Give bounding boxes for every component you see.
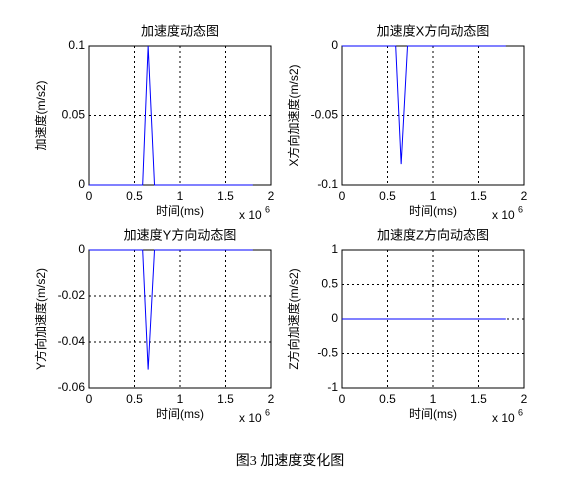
y-tick-label: 0 bbox=[78, 242, 85, 256]
y-tick-label: 0 bbox=[78, 177, 85, 191]
y-tick-label: 0.05 bbox=[62, 108, 86, 122]
x-axis-label: 时间(ms) bbox=[409, 407, 457, 421]
x-tick-label: 0 bbox=[86, 189, 93, 203]
chart-title: 加速度X方向动态图 bbox=[377, 23, 490, 38]
x-scale-exponent: 6 bbox=[518, 407, 523, 417]
y-tick-label: 0.1 bbox=[68, 38, 85, 52]
figure-caption: 图3 加速度变化图 bbox=[236, 453, 345, 469]
y-tick-label: -0.5 bbox=[317, 346, 338, 360]
x-tick-label: 0.5 bbox=[379, 392, 396, 406]
y-tick-label: -0.1 bbox=[317, 177, 338, 191]
x-tick-label: 2 bbox=[268, 189, 275, 203]
y-axis-label: X方向加速度(m/s2) bbox=[286, 64, 301, 166]
x-tick-label: 0.5 bbox=[379, 189, 396, 203]
x-tick-label: 2 bbox=[521, 189, 528, 203]
y-tick-label: -0.02 bbox=[58, 288, 86, 302]
y-tick-label: 0 bbox=[331, 311, 338, 325]
x-tick-label: 1 bbox=[430, 392, 437, 406]
y-tick-label: -1 bbox=[327, 380, 338, 394]
x-scale-base: x 10 bbox=[239, 411, 262, 425]
y-tick-label: 0.5 bbox=[321, 277, 338, 291]
x-tick-label: 1 bbox=[177, 392, 184, 406]
chart-title: 加速度Y方向动态图 bbox=[124, 227, 237, 242]
chart-title: 加速度动态图 bbox=[141, 23, 219, 38]
x-scale-base: x 10 bbox=[492, 411, 515, 425]
x-scale-base: x 10 bbox=[239, 208, 262, 222]
y-tick-label: -0.05 bbox=[311, 108, 339, 122]
data-line bbox=[89, 45, 253, 186]
x-tick-label: 1.5 bbox=[470, 392, 487, 406]
x-tick-label: 2 bbox=[521, 392, 528, 406]
x-tick-label: 0 bbox=[86, 392, 93, 406]
y-axis-label: 加速度(m/s2) bbox=[33, 80, 48, 150]
x-tick-label: 0.5 bbox=[126, 189, 143, 203]
x-tick-label: 0 bbox=[339, 189, 346, 203]
x-tick-label: 1 bbox=[177, 189, 184, 203]
y-axis-label: Z方向加速度(m/s2) bbox=[286, 268, 301, 369]
y-tick-label: 0 bbox=[331, 38, 338, 52]
data-line bbox=[89, 249, 253, 370]
y-tick-label: -0.06 bbox=[58, 380, 86, 394]
x-scale-exponent: 6 bbox=[265, 407, 270, 417]
x-tick-label: 1.5 bbox=[470, 189, 487, 203]
x-tick-label: 1 bbox=[430, 189, 437, 203]
y-tick-label: -0.04 bbox=[58, 334, 86, 348]
x-scale-exponent: 6 bbox=[518, 204, 523, 214]
x-tick-label: 1.5 bbox=[217, 189, 234, 203]
chart-title: 加速度Z方向动态图 bbox=[377, 227, 489, 242]
y-axis-label: Y方向加速度(m/s2) bbox=[33, 268, 48, 370]
x-tick-label: 0 bbox=[339, 392, 346, 406]
x-scale-exponent: 6 bbox=[265, 204, 270, 214]
x-tick-label: 2 bbox=[268, 392, 275, 406]
x-tick-label: 0.5 bbox=[126, 392, 143, 406]
x-axis-label: 时间(ms) bbox=[156, 204, 204, 218]
x-axis-label: 时间(ms) bbox=[409, 204, 457, 218]
x-axis-label: 时间(ms) bbox=[156, 407, 204, 421]
x-tick-label: 1.5 bbox=[217, 392, 234, 406]
data-line bbox=[342, 45, 506, 165]
y-tick-label: 1 bbox=[331, 242, 338, 256]
x-scale-base: x 10 bbox=[492, 208, 515, 222]
